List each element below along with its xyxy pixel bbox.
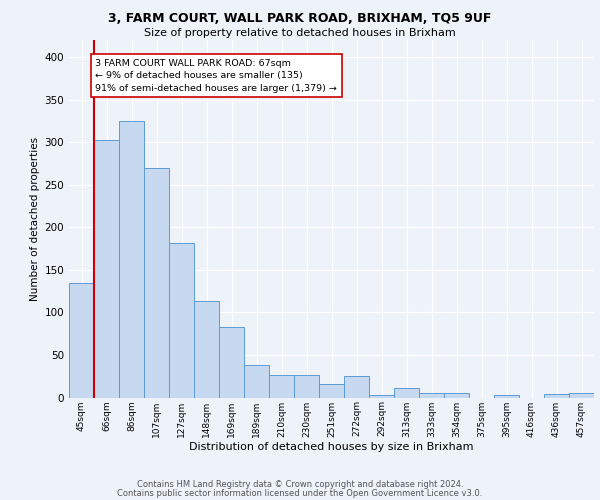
Text: Contains HM Land Registry data © Crown copyright and database right 2024.: Contains HM Land Registry data © Crown c… bbox=[137, 480, 463, 489]
Text: Contains public sector information licensed under the Open Government Licence v3: Contains public sector information licen… bbox=[118, 488, 482, 498]
Text: 3, FARM COURT, WALL PARK ROAD, BRIXHAM, TQ5 9UF: 3, FARM COURT, WALL PARK ROAD, BRIXHAM, … bbox=[109, 12, 491, 26]
Bar bbox=[444, 393, 469, 398]
Text: 3 FARM COURT WALL PARK ROAD: 67sqm
← 9% of detached houses are smaller (135)
91%: 3 FARM COURT WALL PARK ROAD: 67sqm ← 9% … bbox=[95, 58, 337, 92]
Bar bbox=[219, 327, 244, 398]
Bar bbox=[144, 168, 169, 398]
Bar bbox=[294, 374, 319, 398]
Bar bbox=[94, 140, 119, 398]
Bar bbox=[569, 393, 594, 398]
Bar bbox=[494, 395, 519, 398]
X-axis label: Distribution of detached houses by size in Brixham: Distribution of detached houses by size … bbox=[189, 442, 474, 452]
Y-axis label: Number of detached properties: Number of detached properties bbox=[30, 136, 40, 301]
Bar bbox=[544, 394, 569, 398]
Bar bbox=[169, 242, 194, 398]
Text: Size of property relative to detached houses in Brixham: Size of property relative to detached ho… bbox=[144, 28, 456, 38]
Bar bbox=[119, 121, 144, 398]
Bar bbox=[419, 393, 444, 398]
Bar bbox=[69, 282, 94, 398]
Bar bbox=[369, 395, 394, 398]
Bar bbox=[319, 384, 344, 398]
Bar bbox=[244, 365, 269, 398]
Bar bbox=[394, 388, 419, 398]
Bar bbox=[194, 302, 219, 398]
Bar bbox=[269, 374, 294, 398]
Bar bbox=[344, 376, 369, 398]
